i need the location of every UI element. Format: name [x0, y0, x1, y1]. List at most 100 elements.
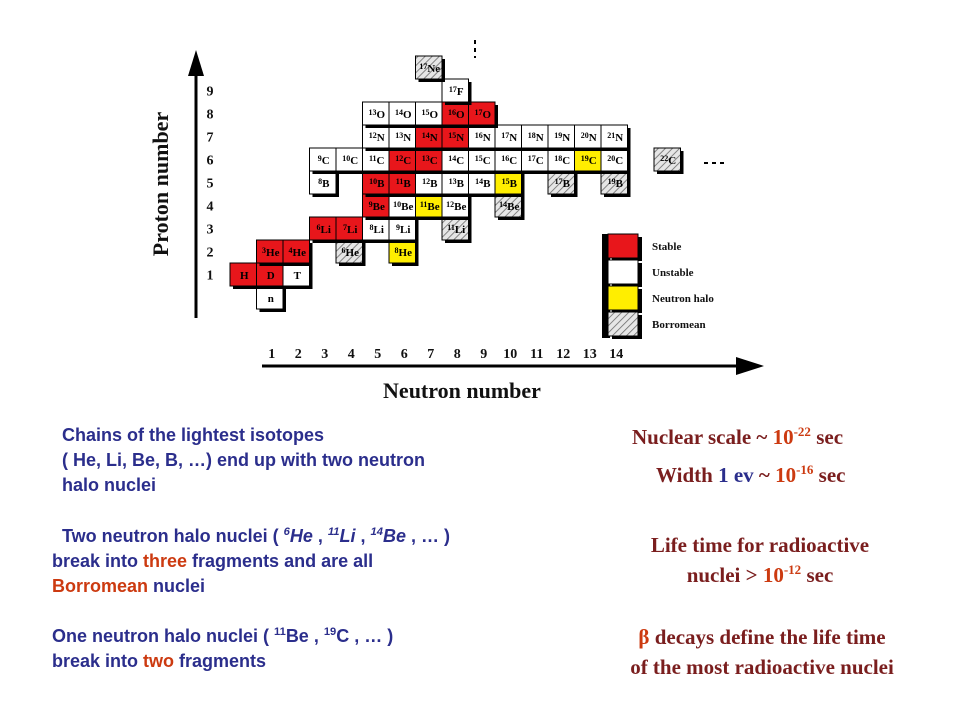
cell-label: 8B [318, 177, 330, 190]
x-tick-8: 8 [454, 347, 461, 362]
cell-label: 16O [448, 108, 465, 121]
y-tick-3: 3 [207, 223, 214, 238]
x-axis-arrow [736, 357, 764, 375]
cell-symbol: B [483, 178, 491, 190]
cell-label: 19C [581, 154, 597, 167]
cell-label: 6Li [317, 223, 331, 236]
cell-mass-number: 17 [474, 108, 482, 117]
nuclide-cell-20C: 20C [600, 147, 631, 174]
cell-symbol: C [536, 155, 544, 167]
cell-symbol: O [429, 109, 438, 121]
cell-mass-number: 10 [369, 177, 377, 186]
nuclide-cell-21N: 21N [600, 124, 631, 151]
cell-label: 3He [262, 246, 280, 259]
cell-symbol: N [589, 132, 597, 144]
cell-symbol: Be [427, 201, 439, 213]
nuclide-cell-8Li: 8Li [362, 216, 392, 243]
cell-symbol: C [562, 155, 570, 167]
nuclide-cell-4He: 4He [282, 239, 313, 266]
para1-line2: ( He, Li, Be, B, …) end up with two neut… [62, 450, 425, 470]
cell-mass-number: 16 [475, 131, 483, 140]
cell-symbol: B [322, 178, 330, 190]
cell-symbol: B [377, 178, 385, 190]
cell-mass-number: 10 [393, 200, 401, 209]
nuclide-cell-18C: 18C [547, 147, 578, 174]
cell-label: 15O [421, 108, 438, 121]
cell-label: 14N [422, 131, 438, 144]
cell-symbol: Li [321, 224, 331, 236]
nuclide-cell-T: T [282, 262, 313, 289]
cell-mass-number: 8 [370, 223, 374, 232]
cell-mass-number: 17 [419, 62, 427, 71]
nuclide-cell-11Li: 11Li [441, 216, 472, 243]
y-tick-4: 4 [207, 200, 214, 215]
cell-mass-number: 13 [422, 154, 430, 163]
cell-box [282, 239, 310, 264]
cell-mass-number: 18 [528, 131, 536, 140]
nuclide-cell-13B: 13B [441, 170, 472, 197]
cell-symbol: N [509, 132, 517, 144]
cell-label: 16N [475, 131, 491, 144]
cell-label: 6He [342, 246, 360, 259]
nuclide-cell-16N: 16N [468, 124, 498, 151]
cell-mass-number: 12 [446, 200, 454, 209]
cell-label: 15N [448, 131, 464, 144]
nuclide-cell-6He: 6He [335, 239, 366, 266]
cell-symbol: C [509, 155, 517, 167]
cell-mass-number: 14 [395, 108, 403, 117]
cell-symbol: O [456, 109, 465, 121]
cell-symbol: He [266, 247, 280, 259]
cell-label: 11Be [420, 200, 440, 213]
cell-symbol: Be [401, 201, 413, 213]
cell-mass-number: 19 [581, 154, 589, 163]
nuclide-cell-17B: 17B [547, 170, 578, 197]
cell-symbol: C [668, 155, 676, 167]
cell-label: 16C [501, 154, 517, 167]
cell-symbol: N [536, 132, 544, 144]
cell-label: 12N [369, 131, 385, 144]
cell-symbol: Li [374, 224, 384, 236]
nuclide-cell-12B: 12B [415, 170, 445, 197]
cell-mass-number: 16 [501, 154, 509, 163]
cell-symbol: B [403, 178, 411, 190]
cell-symbol: F [457, 86, 464, 98]
nuclide-cell-17Ne: 17Ne [415, 55, 445, 82]
cell-label: 12C [395, 154, 411, 167]
cell-mass-number: 9 [396, 223, 400, 232]
nuclide-cell-9C: 9C [309, 147, 339, 174]
nuclide-cell-19N: 19N [547, 124, 578, 151]
cell-mass-number: 4 [289, 246, 293, 255]
cell-label: 11Li [447, 223, 465, 236]
cell-label: 9C [318, 154, 330, 167]
cell-mass-number: 17 [449, 85, 457, 94]
cell-symbol: Li [347, 224, 357, 236]
cell-label: 13N [395, 131, 411, 144]
beta-line2: of the most radioactive nuclei [630, 655, 894, 679]
y-tick-labels: 1 2 3 4 5 6 7 8 9 [207, 85, 214, 284]
nuclide-cell-14C: 14C [441, 147, 472, 174]
cell-label: 18C [554, 154, 570, 167]
x-tick-1: 1 [268, 347, 275, 362]
cell-mass-number: 19 [608, 177, 616, 186]
cell-label: 19N [554, 131, 570, 144]
cell-mass-number: 11 [369, 154, 377, 163]
nuclide-cell-10Be: 10Be [388, 193, 419, 220]
cell-mass-number: 13 [449, 177, 457, 186]
para1-line3: halo nuclei [62, 475, 157, 495]
nuclide-cell-14B: 14B [468, 170, 498, 197]
cell-mass-number: 11 [420, 200, 428, 209]
nuclide-cell-12C: 12C [388, 147, 419, 174]
nuclide-cell-9Li: 9Li [388, 216, 419, 243]
cell-mass-number: 18 [554, 154, 562, 163]
cell-mass-number: 6 [342, 246, 346, 255]
cell-box [468, 101, 496, 126]
cell-mass-number: 20 [581, 131, 589, 140]
cell-label: 14O [395, 108, 412, 121]
x-tick-7: 7 [427, 347, 434, 362]
cell-label: 20N [581, 131, 597, 144]
cell-symbol: Li [400, 224, 410, 236]
nuclide-cell-17C: 17C [521, 147, 551, 174]
legend-swatch [607, 285, 639, 311]
cell-symbol: D [267, 270, 275, 282]
